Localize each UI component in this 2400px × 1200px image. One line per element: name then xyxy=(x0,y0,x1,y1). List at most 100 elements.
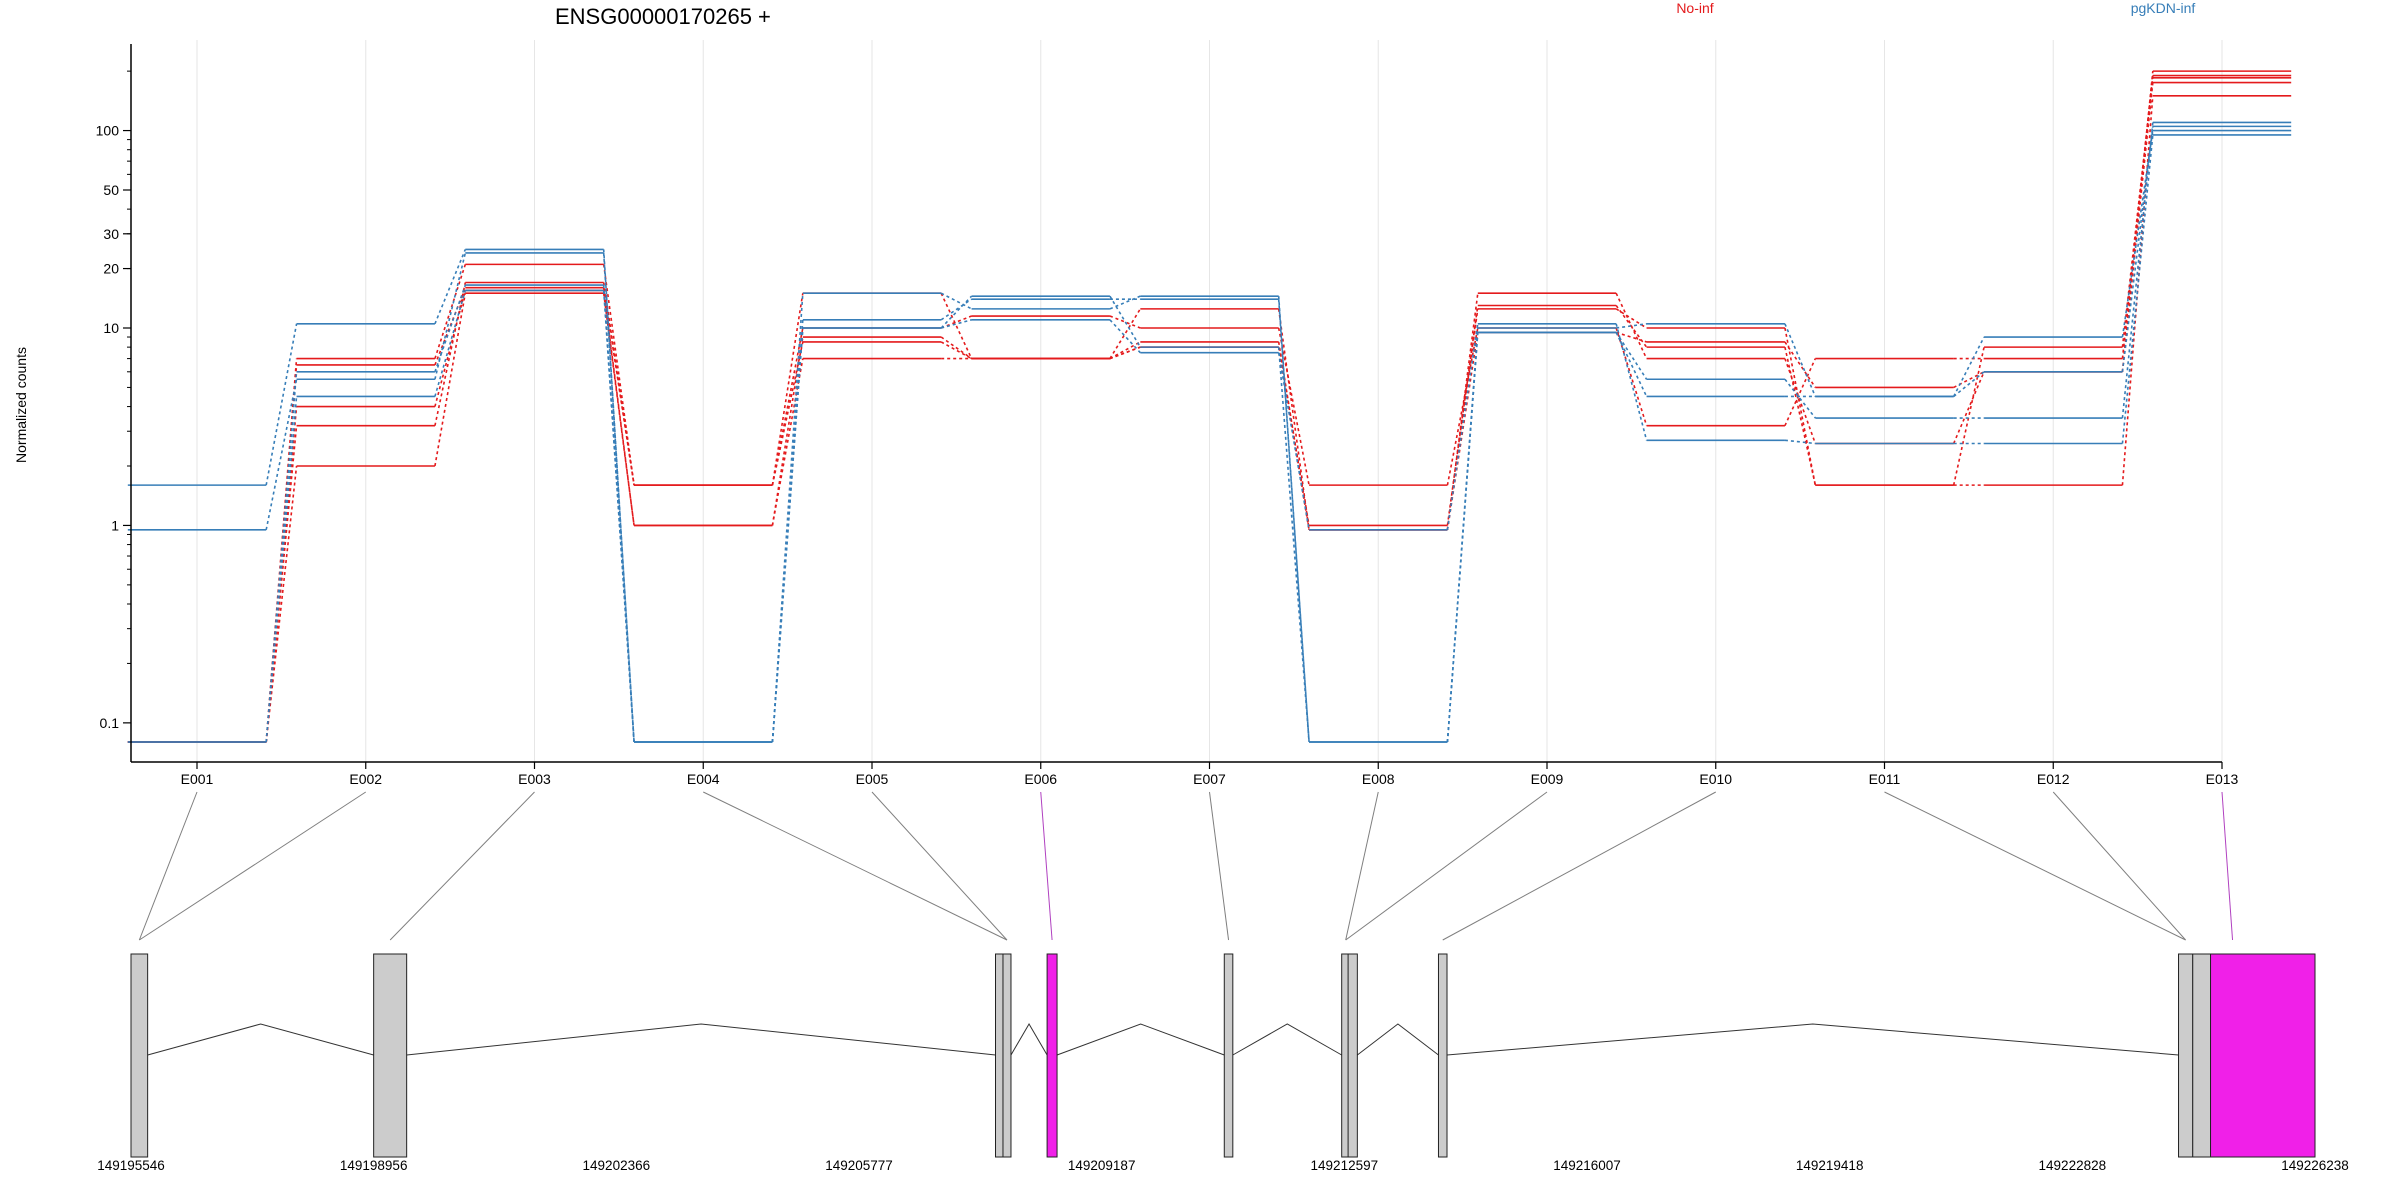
x-tick-label-e008: E008 xyxy=(1362,771,1395,787)
y-tick-label: 0.1 xyxy=(100,715,120,731)
x-tick-label-e004: E004 xyxy=(687,771,720,787)
series-3-connector-e005 xyxy=(940,292,973,359)
x-tick-label-e007: E007 xyxy=(1193,771,1226,787)
exon-box-e003 xyxy=(995,953,1005,1158)
x-tick-label-e010: E010 xyxy=(1699,771,1732,787)
series-7-connector-e005 xyxy=(940,319,972,329)
connector-e002 xyxy=(139,791,367,941)
connector-e013 xyxy=(2221,791,2234,941)
y-axis-label: Normalized counts xyxy=(13,347,29,463)
coordinate-tick-label: 149198956 xyxy=(340,1158,408,1173)
series-5-connector-e005 xyxy=(940,298,973,321)
series-1-connector-e002 xyxy=(434,282,467,426)
coordinate-tick-label: 149202366 xyxy=(583,1158,651,1173)
series-7-connector-e008 xyxy=(1446,323,1479,530)
series-8-connector-e008 xyxy=(1446,332,1479,743)
intron-line xyxy=(1010,1023,1048,1056)
y-tick-label: 30 xyxy=(103,226,119,242)
series-8-connector-e001 xyxy=(265,371,298,743)
y-tick-label: 100 xyxy=(96,123,120,139)
series-8-connector-e007 xyxy=(1277,347,1310,743)
series-5-connector-e011 xyxy=(1952,336,1985,397)
series-8-connector-e003 xyxy=(602,285,635,743)
series-7-connector-e009 xyxy=(1615,323,1648,441)
coordinate-tick-label: 149212597 xyxy=(1311,1158,1379,1173)
x-tick-label-e006: E006 xyxy=(1024,771,1057,787)
intron-line xyxy=(1232,1023,1342,1056)
connector-e007 xyxy=(1209,791,1230,941)
series-2-connector-e003 xyxy=(602,264,635,486)
series-5-connector-e012 xyxy=(2121,130,2154,338)
coordinate-tick-label: 149222828 xyxy=(2039,1158,2107,1173)
series-7-connector-e001 xyxy=(265,396,298,743)
series-2-connector-e009 xyxy=(1615,327,1648,426)
exon-box-e006 xyxy=(1223,953,1234,1158)
series-2-connector-e010 xyxy=(1784,358,1817,427)
exon-box-e012 xyxy=(2210,953,2316,1158)
series-8-pgkdn-inf xyxy=(127,125,2292,743)
series-3-connector-e004 xyxy=(771,293,804,486)
x-tick-label-e012: E012 xyxy=(2037,771,2070,787)
series-1-connector-e008 xyxy=(1446,293,1479,530)
plot-series xyxy=(127,70,2292,743)
intron-line xyxy=(1446,1023,2179,1056)
connector-e003 xyxy=(389,791,535,941)
series-1-connector-e009 xyxy=(1615,292,1648,359)
y-tick-label: 20 xyxy=(103,261,119,277)
coordinate-tick-label: 149216007 xyxy=(1553,1158,1621,1173)
series-6-connector-e001 xyxy=(265,379,298,530)
series-1-connector-e011 xyxy=(1952,371,1985,444)
series-6-connector-e010 xyxy=(1784,378,1816,419)
series-4-connector-e002 xyxy=(434,290,467,407)
series-3-connector-e007 xyxy=(1277,308,1310,530)
connector-e006 xyxy=(1040,791,1053,941)
series-5-connector-e003 xyxy=(602,249,635,743)
series-2-connector-e007 xyxy=(1277,327,1310,486)
y-tick-label: 1 xyxy=(111,517,119,533)
y-tick-label: 10 xyxy=(103,320,119,336)
series-5-connector-e007 xyxy=(1277,299,1310,743)
legend-label-pgkdn-inf: pgKDN-inf xyxy=(2131,0,2196,16)
x-tick-label-e001: E001 xyxy=(181,771,214,787)
connector-e012 xyxy=(2052,791,2187,941)
intron-line xyxy=(147,1023,374,1056)
series-2-connector-e002 xyxy=(434,264,467,359)
series-0-connector-e001 xyxy=(265,465,298,743)
series-2-connector-e008 xyxy=(1446,327,1479,486)
series-7-connector-e012 xyxy=(2121,134,2154,444)
plot-axes: 0.1 1 10 20 30 50 100 E001 E002 E003 E004 E005 E006 E… xyxy=(96,44,2239,787)
series-7-connector-e006 xyxy=(1109,319,1141,354)
x-tick-label-e009: E009 xyxy=(1531,771,1564,787)
gene-model: 149195546 149198956 149202366 149205777 1492… xyxy=(97,953,2349,1173)
series-0-connector-e004 xyxy=(771,358,804,526)
x-tick-label-e003: E003 xyxy=(518,771,551,787)
series-6-connector-e007 xyxy=(1277,296,1310,743)
series-3-connector-e006 xyxy=(1109,308,1141,359)
series-6-connector-e012 xyxy=(2121,122,2154,419)
series-5-connector-e009 xyxy=(1616,323,1647,329)
series-3-connector-e009 xyxy=(1615,331,1647,343)
series-6-connector-e002 xyxy=(434,252,467,380)
x-tick-label-e005: E005 xyxy=(856,771,889,787)
connector-e011 xyxy=(1884,791,2186,941)
series-0-connector-e002 xyxy=(434,293,467,467)
series-8-connector-e012 xyxy=(2121,126,2154,372)
x-tick-label-e011: E011 xyxy=(1869,771,1901,787)
exon-box-e009 xyxy=(1437,953,1448,1158)
exon-box-e005 xyxy=(1046,953,1058,1158)
series-4-connector-e004 xyxy=(771,336,804,526)
legend-label-no-inf: No-inf xyxy=(1676,0,1713,16)
intron-line xyxy=(1357,1023,1439,1056)
series-6-connector-e003 xyxy=(602,252,635,743)
series-4-connector-e012 xyxy=(2121,95,2154,486)
series-5-connector-e010 xyxy=(1784,323,1817,397)
series-1-connector-e001 xyxy=(265,425,298,743)
x-tick-label-e002: E002 xyxy=(349,771,382,787)
coordinate-tick-label: 149226238 xyxy=(2281,1158,2349,1173)
y-tick-label: 50 xyxy=(103,182,119,198)
series-7-connector-e010 xyxy=(1784,439,1816,445)
series-3-connector-e002 xyxy=(434,287,467,366)
series-5-connector-e002 xyxy=(434,249,467,325)
